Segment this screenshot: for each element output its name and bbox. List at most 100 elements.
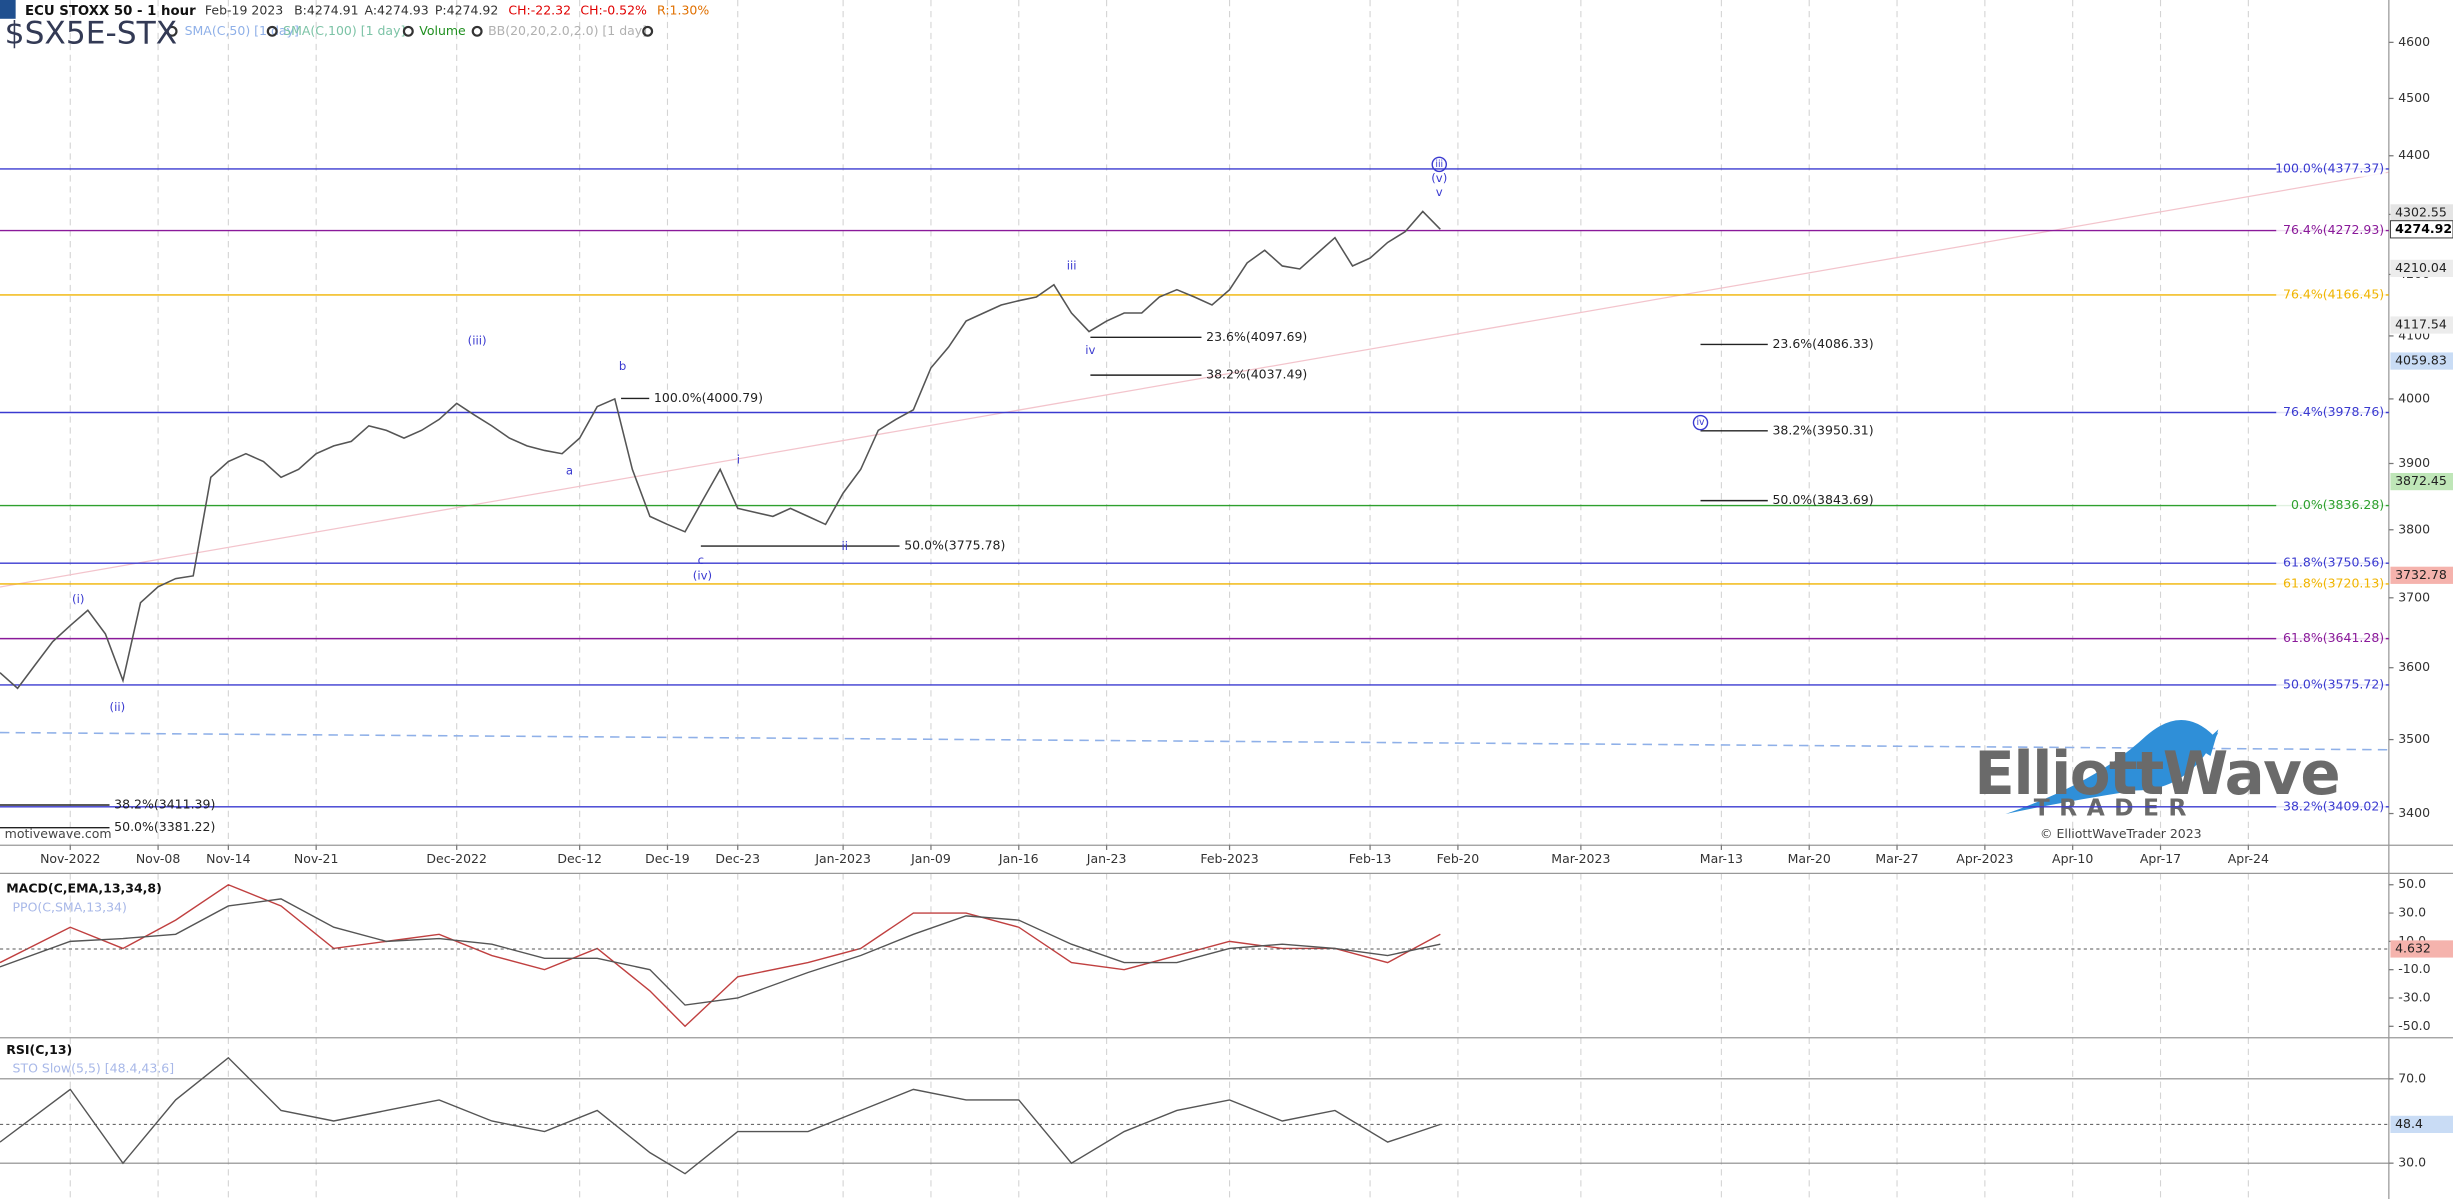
quote-value: R:1.30%: [657, 2, 709, 17]
fib-label: 38.2%(4037.49): [1206, 367, 1307, 382]
x-tick-label: Feb-2023: [1200, 851, 1258, 866]
settings-icon[interactable]: [642, 25, 654, 37]
x-tick-label: Mar-20: [1788, 851, 1831, 866]
wave-label: i: [737, 453, 740, 467]
y-tick-label: -50.0: [2398, 1018, 2430, 1033]
value-marker: [2390, 940, 2453, 958]
price-marker: [2390, 472, 2453, 491]
panel-subtitle: STO Slow(5,5) [48.4,43.6]: [13, 1061, 175, 1076]
panel-title: RSI(C,13): [6, 1042, 72, 1057]
wave-circle: [1431, 156, 1448, 173]
grid: [69, 0, 2249, 1199]
fib-label: 61.8%(3720.13): [2283, 575, 2384, 590]
x-tick-label: Apr-24: [2228, 851, 2269, 866]
menu-icon[interactable]: [0, 0, 16, 19]
y-tick-label: 30.0: [2398, 1155, 2426, 1170]
logo-swoosh: [2005, 720, 2219, 814]
price-marker-label: 4059.83: [2395, 353, 2447, 368]
wave-label: iv: [1085, 343, 1095, 357]
x-tick-label: Mar-13: [1700, 851, 1743, 866]
quote-value: CH:-22.32: [508, 2, 571, 17]
settings-icon[interactable]: [471, 25, 483, 37]
value-marker: [2390, 1115, 2453, 1133]
logo-subtext: TRADER: [2034, 794, 2196, 822]
logo: ElliottWave TRADER: [1974, 720, 2341, 822]
x-tick-label: Dec-23: [715, 851, 760, 866]
settings-icon[interactable]: [166, 25, 178, 37]
chart-title: ECU STOXX 50 - 1 hour: [25, 4, 196, 19]
label-bg: [2276, 161, 2386, 177]
fib-label: 76.4%(3978.76): [2283, 404, 2384, 419]
quote-value: P:4274.92: [435, 2, 498, 17]
x-tick-label: Nov-21: [294, 851, 338, 866]
price-marker: [2390, 316, 2453, 334]
wave-label: ii: [842, 539, 849, 553]
label-bg: [2276, 287, 2386, 303]
wave-label: (iii): [468, 334, 487, 348]
fib-label: 76.4%(4166.45): [2283, 286, 2384, 301]
quote-value: B:4274.91: [294, 2, 358, 17]
y-tick-label: 3600: [2398, 659, 2430, 674]
panel-subtitle: PPO(C,SMA,13,34): [13, 899, 127, 914]
price-marker-label: 4210.04: [2395, 260, 2447, 275]
fib-label: 76.4%(4272.93): [2283, 222, 2384, 237]
label-bg: [2276, 798, 2386, 815]
x-tick-label: Dec-2022: [426, 851, 486, 866]
logo-text: ElliottWave: [1974, 740, 2339, 809]
x-tick-label: Dec-12: [557, 851, 602, 866]
x-tick-label: Apr-17: [2140, 851, 2181, 866]
x-tick-label: Nov-14: [206, 851, 251, 866]
y-tick-label: 3700: [2398, 589, 2430, 604]
label-bg: [2276, 630, 2386, 647]
trend-line: [0, 731, 2389, 751]
label-bg: [2276, 555, 2386, 572]
y-tick-label: -30.0: [2398, 989, 2430, 1004]
symbol: $SX5E-STX: [5, 15, 177, 51]
wave-label: (i): [72, 592, 84, 606]
quote-date: Feb-19 2023: [205, 2, 283, 17]
label-bg: [2276, 677, 2386, 693]
logo-arrow: [2198, 729, 2219, 757]
price-marker-label: 3732.78: [2395, 567, 2447, 582]
x-tick-label: Apr-2023: [1956, 851, 2013, 866]
wave-label: (iv): [693, 569, 712, 583]
indicator-label: SMA(C,50) [1 day]: [185, 23, 299, 38]
x-tick-label: Mar-27: [1875, 851, 1918, 866]
price-marker-label: 3872.45: [2395, 473, 2447, 488]
wave-label: b: [619, 359, 626, 373]
price-line: [0, 210, 1441, 690]
fib-label: 50.0%(3843.69): [1772, 492, 1873, 507]
y-tick-label: 3900: [2398, 455, 2430, 470]
wave-label: v: [1436, 185, 1443, 199]
price-marker: [2390, 204, 2453, 222]
y-tick-label: 4000: [2398, 390, 2430, 405]
indicator-label: Volume: [419, 23, 466, 38]
price-marker-label: 4117.54: [2395, 317, 2447, 332]
x-tick-label: Feb-20: [1437, 851, 1480, 866]
y-tick-label: 4500: [2398, 90, 2430, 105]
indicator-label: BB(20,20,2.0,2.0) [1 day]: [488, 23, 647, 38]
x-tick-label: Mar-2023: [1551, 851, 1610, 866]
fib-label: 0.0%(3836.28): [2291, 497, 2384, 512]
fib-label: 23.6%(4086.33): [1772, 336, 1873, 351]
fib-label: 100.0%(4377.37): [2275, 160, 2384, 175]
fib-label: 38.2%(3409.02): [2283, 798, 2384, 813]
settings-icon[interactable]: [402, 25, 414, 37]
fib-label: 23.6%(4097.69): [1206, 329, 1307, 344]
label-bg: [2276, 404, 2386, 421]
trend-line: [0, 171, 2389, 588]
fib-label: 100.0%(4000.79): [654, 390, 763, 405]
y-tick-label: -10.0: [2398, 961, 2430, 976]
x-tick-label: Apr-10: [2052, 851, 2093, 866]
settings-icon[interactable]: [266, 25, 278, 37]
y-tick-label: 3500: [2398, 731, 2430, 746]
wave-label: a: [566, 464, 573, 478]
fib-label: 50.0%(3775.78): [904, 538, 1005, 553]
indicator-line: [0, 898, 1441, 1006]
fib-label: 61.8%(3750.56): [2283, 555, 2384, 570]
y-tick-label: 3400: [2398, 805, 2430, 820]
wave-label: iv: [1696, 417, 1705, 428]
